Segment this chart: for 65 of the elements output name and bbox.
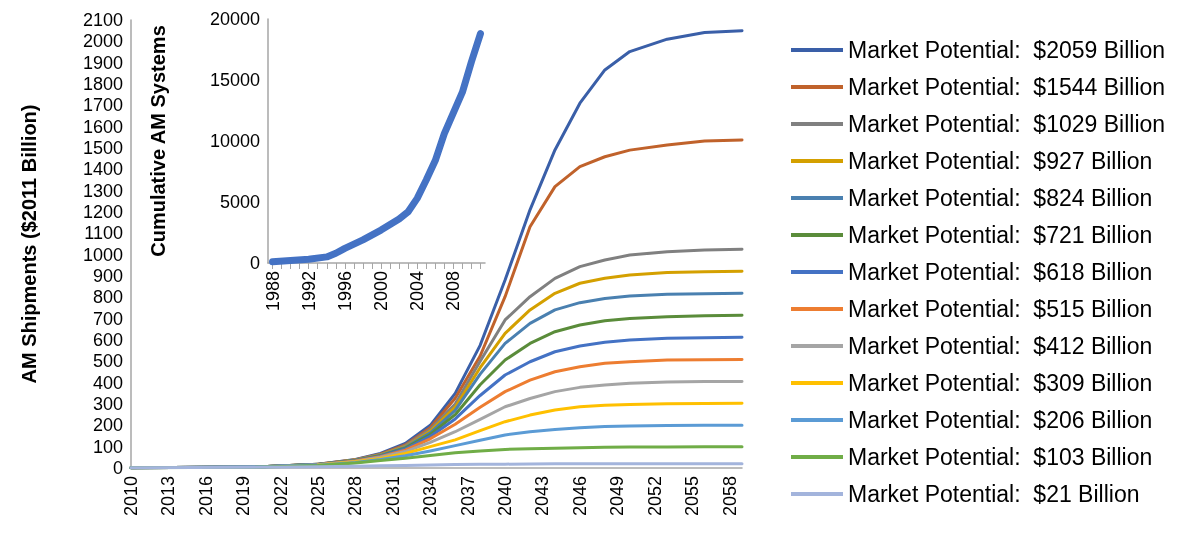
x-tick-label: 2037 [457,476,478,517]
x-tick-label: 2034 [420,476,441,517]
y-tick-label: 0 [112,458,123,478]
y-tick-label: 15000 [209,70,260,90]
y-tick-label: 1600 [82,116,123,137]
y-tick-label: 1300 [82,180,123,201]
legend-label: Market Potential: $927 Billion [848,148,1153,174]
y-tick-label: 900 [92,266,123,286]
y-tick-label: 1400 [82,159,123,180]
legend-label: Market Potential: $1544 Billion [848,74,1166,100]
x-tick-label: 2008 [443,271,464,312]
y-axis-title: AM Shipments ($2011 Billion) [18,104,40,384]
x-tick-label: 2004 [407,271,428,312]
y-tick-label: 800 [92,287,123,308]
y-tick-label: 300 [92,394,123,414]
x-tick-label: 1992 [298,271,319,312]
y-tick-label: 100 [92,436,123,457]
legend-label: Market Potential: $21 Billion [848,481,1140,507]
y-tick-label: 20000 [209,9,260,29]
legend-label: Market Potential: $2059 Billion [848,37,1166,63]
legend-label: Market Potential: $824 Billion [848,185,1153,211]
x-tick-label: 2025 [308,476,329,517]
legend-label: Market Potential: $412 Billion [848,333,1153,359]
x-tick-label: 2040 [495,476,516,517]
y-tick-label: 2000 [82,31,123,52]
x-tick-label: 2043 [532,476,553,517]
x-tick-label: 2016 [195,476,216,517]
y-axis-title: Cumulative AM Systems [147,25,169,257]
x-tick-label: 1988 [262,271,283,312]
x-tick-label: 2013 [158,476,179,517]
x-tick-label: 2031 [382,476,403,517]
y-tick-label: 1700 [82,95,123,116]
y-tick-label: 1100 [84,223,123,244]
y-tick-label: 0 [249,253,260,273]
y-tick-label: 10000 [209,131,260,151]
y-tick-label: 2100 [82,10,123,30]
y-tick-label: 1200 [82,202,123,222]
x-tick-label: 2028 [345,476,366,517]
x-tick-label: 2049 [607,476,628,517]
x-tick-label: 2058 [719,476,740,517]
y-tick-label: 1900 [82,52,123,73]
y-tick-label: 500 [92,351,123,372]
x-tick-label: 2046 [569,476,590,517]
y-tick-label: 600 [92,330,123,350]
x-tick-label: 2010 [121,476,141,517]
x-tick-label: 2019 [233,476,254,517]
y-tick-label: 200 [92,415,123,436]
legend-label: Market Potential: $103 Billion [848,444,1153,470]
x-tick-label: 2022 [270,476,291,517]
x-tick-label: 2052 [644,476,665,517]
x-tick-label: 1996 [334,271,355,312]
legend-label: Market Potential: $618 Billion [848,259,1153,285]
y-tick-label: 400 [92,372,123,393]
legend-label: Market Potential: $1029 Billion [848,111,1166,137]
legend-label: Market Potential: $515 Billion [848,296,1153,322]
y-tick-label: 5000 [219,192,260,212]
y-tick-label: 1000 [82,244,123,265]
y-tick-label: 1500 [82,138,123,158]
y-tick-label: 700 [92,308,123,329]
x-tick-label: 2000 [371,271,392,312]
legend-label: Market Potential: $206 Billion [848,407,1153,433]
x-tick-label: 2055 [682,476,703,517]
legend-label: Market Potential: $309 Billion [848,370,1153,396]
y-tick-label: 1800 [82,74,123,94]
legend-label: Market Potential: $721 Billion [848,222,1153,248]
